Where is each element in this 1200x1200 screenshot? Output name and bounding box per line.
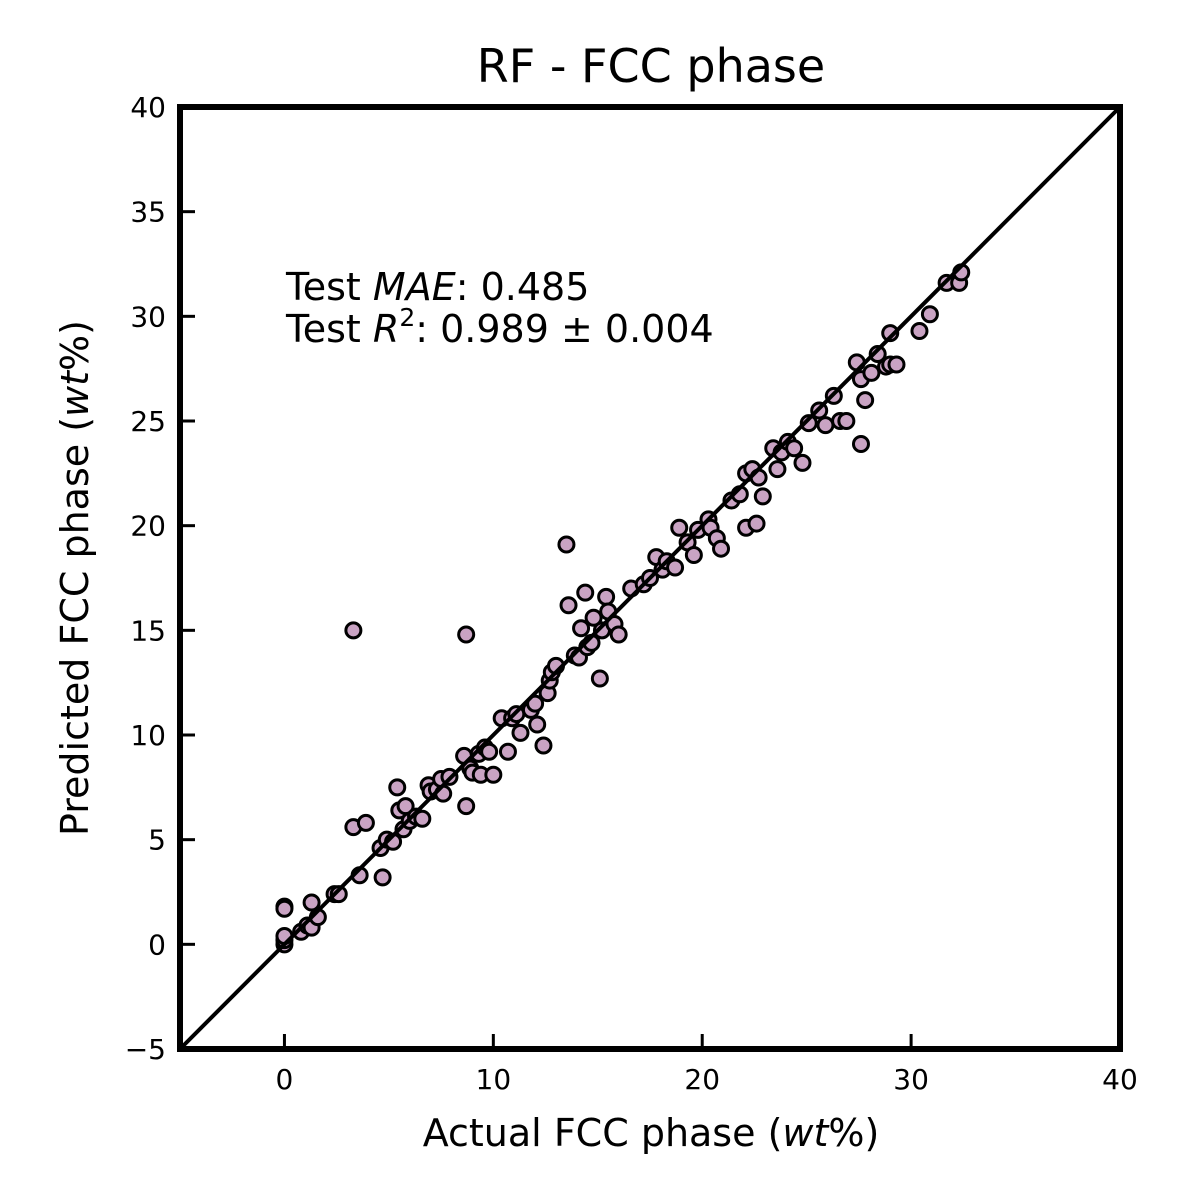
plot-frame — [177, 104, 1123, 1052]
y-tick-label: 30 — [130, 300, 166, 333]
data-point — [712, 539, 731, 558]
x-tick-label: 0 — [276, 1063, 294, 1096]
y-tick-label: 40 — [130, 91, 166, 124]
data-point — [910, 321, 929, 340]
data-point — [793, 453, 812, 472]
data-point — [480, 742, 499, 761]
y-tick-label: 0 — [148, 928, 166, 961]
x-tick-label: 10 — [476, 1063, 512, 1096]
x-tick-label: 20 — [684, 1063, 720, 1096]
y-tick-label: 20 — [130, 510, 166, 543]
data-point — [609, 625, 628, 644]
data-point — [881, 324, 900, 343]
y-axis-ticks: −5 0 5 10 15 20 25 30 35 40 — [125, 91, 195, 1066]
x-axis-ticks: 0 10 20 30 40 — [276, 1034, 1138, 1096]
y-tick-label: −5 — [125, 1033, 166, 1066]
data-point — [528, 715, 547, 734]
data-point — [851, 435, 870, 454]
x-tick-label: 40 — [1102, 1063, 1138, 1096]
mae-annotation: Test MAE: 0.485 — [285, 265, 589, 309]
y-axis-label: Predicted FCC phase (wt%) — [53, 320, 97, 836]
data-point — [329, 885, 348, 904]
y-tick-label: 10 — [130, 719, 166, 752]
data-point — [498, 742, 517, 761]
data-point — [388, 778, 407, 797]
data-point — [457, 797, 476, 816]
data-point — [356, 813, 375, 832]
r2-annotation: Test R2: 0.989 ± 0.004 — [285, 303, 714, 351]
y-tick-label: 25 — [130, 405, 166, 438]
data-point — [484, 765, 503, 784]
data-point — [597, 587, 616, 606]
data-point — [457, 625, 476, 644]
x-axis-label: Actual FCC phase (wt%) — [423, 1111, 880, 1155]
data-point — [576, 583, 595, 602]
data-point — [666, 558, 685, 577]
data-point — [753, 487, 772, 506]
data-point — [684, 545, 703, 564]
x-tick-label: 30 — [893, 1063, 929, 1096]
data-point — [572, 619, 591, 638]
data-point — [344, 621, 363, 640]
data-point — [511, 723, 530, 742]
data-point — [856, 391, 875, 410]
data-point — [526, 694, 545, 713]
chart-title: RF - FCC phase — [477, 39, 825, 93]
data-point — [868, 345, 887, 364]
data-point — [559, 596, 578, 615]
data-point — [275, 899, 294, 918]
data-point — [557, 535, 576, 554]
data-point — [768, 460, 787, 479]
data-point — [534, 736, 553, 755]
data-point — [799, 414, 818, 433]
y-tick-label: 5 — [148, 824, 166, 857]
data-point — [887, 355, 906, 374]
data-point — [920, 305, 939, 324]
data-point — [816, 416, 835, 435]
data-point — [302, 893, 321, 912]
data-point — [670, 518, 689, 537]
data-point — [373, 868, 392, 887]
data-point — [785, 439, 804, 458]
identity-line — [178, 105, 1122, 1051]
y-tick-label: 35 — [130, 196, 166, 229]
data-point — [747, 514, 766, 533]
data-point — [413, 809, 432, 828]
data-point — [862, 363, 881, 382]
scatter-points — [275, 263, 971, 954]
data-point — [837, 412, 856, 430]
data-point — [584, 608, 603, 627]
y-tick-label: 15 — [130, 614, 166, 647]
data-point — [590, 669, 609, 688]
